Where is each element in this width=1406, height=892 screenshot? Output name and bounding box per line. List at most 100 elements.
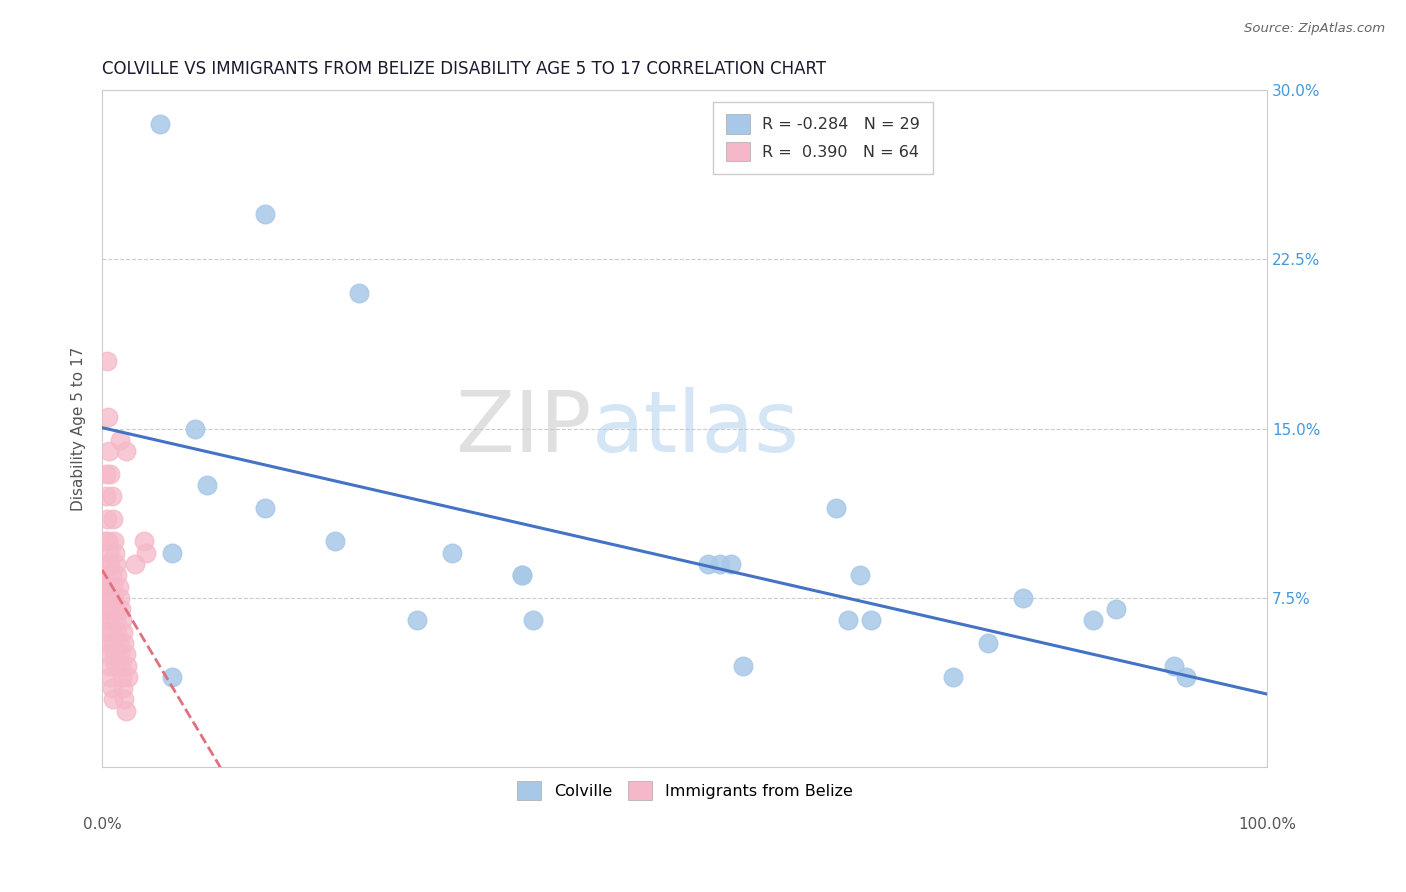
Y-axis label: Disability Age 5 to 17: Disability Age 5 to 17	[72, 346, 86, 511]
Point	[96, 636, 118, 650]
Point	[97, 534, 120, 549]
Point	[101, 580, 124, 594]
Point	[731, 658, 754, 673]
Point	[96, 512, 118, 526]
Point	[347, 286, 370, 301]
Text: Source: ZipAtlas.com: Source: ZipAtlas.com	[1244, 22, 1385, 36]
Point	[98, 444, 121, 458]
Point	[98, 614, 121, 628]
Point	[720, 557, 742, 571]
Point	[254, 500, 277, 515]
Point	[100, 489, 122, 503]
Point	[160, 670, 183, 684]
Point	[1105, 602, 1128, 616]
Text: COLVILLE VS IMMIGRANTS FROM BELIZE DISABILITY AGE 5 TO 17 CORRELATION CHART: COLVILLE VS IMMIGRANTS FROM BELIZE DISAB…	[103, 60, 827, 78]
Point	[117, 670, 139, 684]
Text: 0.0%: 0.0%	[83, 817, 121, 831]
Point	[107, 580, 129, 594]
Point	[101, 636, 124, 650]
Point	[323, 534, 346, 549]
Point	[101, 692, 124, 706]
Point	[124, 557, 146, 571]
Point	[105, 557, 128, 571]
Point	[100, 624, 122, 639]
Point	[112, 636, 135, 650]
Point	[104, 602, 127, 616]
Text: atlas: atlas	[592, 387, 800, 470]
Point	[93, 557, 115, 571]
Point	[112, 681, 135, 695]
Point	[112, 624, 135, 639]
Point	[114, 444, 136, 458]
Point	[94, 467, 117, 481]
Point	[94, 568, 117, 582]
Point	[107, 636, 129, 650]
Point	[100, 568, 122, 582]
Point	[709, 557, 731, 571]
Point	[697, 557, 720, 571]
Point	[104, 546, 127, 560]
Point	[976, 636, 998, 650]
Point	[440, 546, 463, 560]
Point	[108, 647, 131, 661]
Point	[115, 658, 138, 673]
Point	[97, 647, 120, 661]
Point	[860, 614, 883, 628]
Point	[825, 500, 848, 515]
Point	[160, 546, 183, 560]
Point	[1163, 658, 1185, 673]
Point	[108, 433, 131, 447]
Text: 100.0%: 100.0%	[1239, 817, 1296, 831]
Point	[105, 568, 128, 582]
Point	[522, 614, 544, 628]
Point	[93, 602, 115, 616]
Point	[103, 647, 125, 661]
Point	[110, 658, 132, 673]
Point	[134, 534, 156, 549]
Point	[195, 478, 218, 492]
Point	[110, 602, 132, 616]
Point	[1081, 614, 1104, 628]
Point	[98, 467, 121, 481]
Point	[405, 614, 427, 628]
Point	[98, 546, 121, 560]
Point	[254, 207, 277, 221]
Point	[98, 658, 121, 673]
Point	[1011, 591, 1033, 605]
Point	[112, 692, 135, 706]
Point	[184, 422, 207, 436]
Point	[101, 512, 124, 526]
Point	[98, 557, 121, 571]
Point	[837, 614, 859, 628]
Point	[105, 624, 128, 639]
Point	[97, 591, 120, 605]
Point	[114, 647, 136, 661]
Point	[94, 489, 117, 503]
Point	[105, 614, 128, 628]
Point	[111, 670, 134, 684]
Point	[103, 591, 125, 605]
Point	[942, 670, 965, 684]
Text: ZIP: ZIP	[456, 387, 592, 470]
Point	[111, 614, 134, 628]
Point	[93, 580, 115, 594]
Point	[93, 534, 115, 549]
Point	[103, 534, 125, 549]
Point	[96, 580, 118, 594]
Point	[114, 704, 136, 718]
Point	[96, 354, 118, 368]
Point	[1174, 670, 1197, 684]
Point	[93, 614, 115, 628]
Legend: Colville, Immigrants from Belize: Colville, Immigrants from Belize	[510, 774, 859, 806]
Point	[510, 568, 533, 582]
Point	[510, 568, 533, 582]
Point	[100, 681, 122, 695]
Point	[108, 591, 131, 605]
Point	[149, 117, 172, 131]
Point	[135, 546, 157, 560]
Point	[97, 410, 120, 425]
Point	[98, 602, 121, 616]
Point	[104, 658, 127, 673]
Point	[94, 624, 117, 639]
Point	[848, 568, 870, 582]
